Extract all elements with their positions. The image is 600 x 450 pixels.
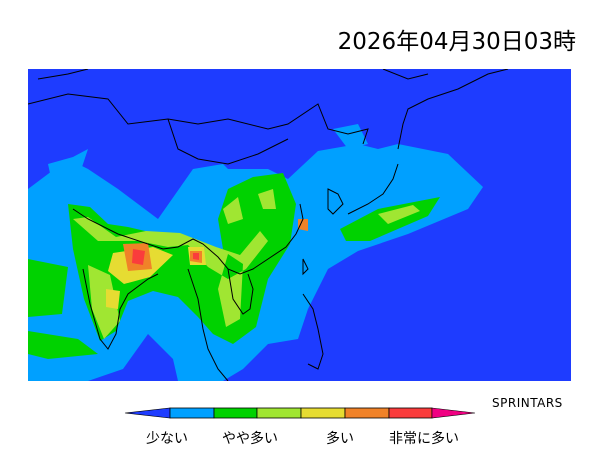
- aerosol-map: [28, 69, 571, 381]
- legend-swatch-1: [169, 407, 215, 419]
- legend-label-very-high: 非常に多い: [389, 431, 459, 447]
- legend-arrow-low: [124, 407, 171, 419]
- legend-label-somewhat-high: やや多い: [222, 431, 278, 447]
- forecast-datetime-title: 2026年04月30日03時: [337, 29, 576, 55]
- legend-swatch-5: [344, 407, 390, 419]
- legend-swatch-2: [213, 407, 258, 419]
- level-5-area: [123, 219, 308, 271]
- legend-swatch-3: [256, 407, 302, 419]
- legend-swatch-4: [300, 407, 346, 419]
- level-3-area: [73, 189, 420, 339]
- sprintars-credit: SPRINTARS: [492, 396, 563, 410]
- legend-swatch-6: [388, 407, 433, 419]
- level-1-area-north: [48, 124, 368, 187]
- legend-arrow-high: [431, 407, 476, 419]
- legend-label-high: 多い: [326, 431, 354, 447]
- level-2-area-ocean: [28, 259, 98, 359]
- coastlines-and-borders: [28, 69, 509, 381]
- color-legend-bar: [124, 407, 476, 419]
- level-6-area: [132, 249, 199, 265]
- legend-label-low: 少ない: [146, 431, 188, 447]
